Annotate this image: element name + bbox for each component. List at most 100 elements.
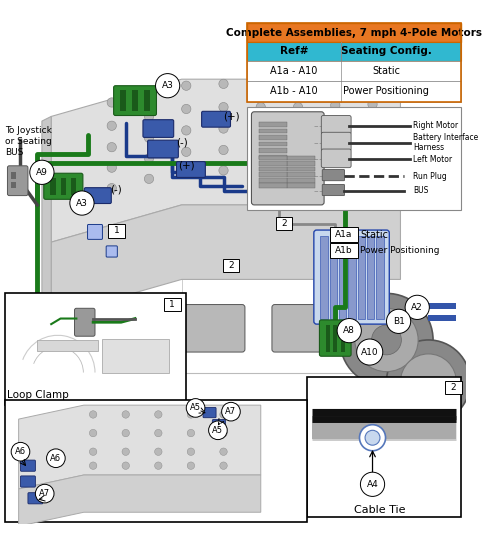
Circle shape: [220, 462, 227, 469]
FancyBboxPatch shape: [247, 81, 461, 102]
Text: Cable Tie: Cable Tie: [354, 506, 406, 515]
Circle shape: [11, 443, 30, 461]
Bar: [376, 236, 384, 319]
Circle shape: [144, 174, 154, 184]
Circle shape: [330, 100, 340, 110]
Bar: [330, 236, 337, 319]
Circle shape: [32, 328, 102, 399]
Circle shape: [154, 430, 162, 437]
FancyBboxPatch shape: [20, 460, 36, 471]
Text: A7: A7: [39, 489, 50, 498]
Circle shape: [340, 293, 433, 387]
Circle shape: [220, 411, 227, 418]
Text: A9: A9: [36, 168, 48, 177]
FancyBboxPatch shape: [184, 305, 245, 352]
FancyBboxPatch shape: [88, 224, 102, 239]
FancyBboxPatch shape: [276, 217, 292, 230]
Polygon shape: [18, 405, 261, 489]
Bar: [259, 161, 287, 166]
Bar: [358, 236, 365, 319]
Circle shape: [330, 122, 340, 131]
Circle shape: [256, 124, 266, 133]
Circle shape: [107, 98, 117, 107]
Circle shape: [187, 448, 194, 456]
FancyBboxPatch shape: [20, 476, 36, 487]
Text: A6: A6: [50, 454, 62, 463]
Bar: [367, 236, 374, 319]
Text: Seating Config.: Seating Config.: [340, 46, 432, 56]
Text: A3: A3: [76, 199, 88, 207]
Bar: [287, 161, 315, 166]
Circle shape: [122, 411, 130, 418]
Text: Run Plug: Run Plug: [414, 172, 447, 180]
Text: Loop Clamp: Loop Clamp: [8, 390, 69, 401]
Circle shape: [360, 472, 384, 496]
Polygon shape: [18, 475, 261, 526]
Circle shape: [144, 89, 154, 98]
FancyBboxPatch shape: [314, 230, 390, 324]
Circle shape: [276, 188, 291, 203]
Text: Right Motor: Right Motor: [414, 121, 459, 130]
Bar: [71, 178, 76, 195]
Circle shape: [187, 430, 194, 437]
Circle shape: [294, 146, 302, 155]
FancyBboxPatch shape: [143, 119, 174, 137]
Bar: [428, 302, 456, 309]
Bar: [259, 148, 287, 153]
Circle shape: [182, 104, 191, 113]
Circle shape: [372, 325, 402, 355]
Text: A1b - A10: A1b - A10: [270, 86, 318, 96]
FancyBboxPatch shape: [108, 224, 125, 237]
Bar: [287, 167, 315, 172]
Circle shape: [386, 309, 410, 333]
Circle shape: [144, 112, 154, 121]
Circle shape: [294, 103, 302, 112]
Circle shape: [355, 308, 418, 371]
Bar: [60, 178, 66, 195]
Text: A1a: A1a: [335, 230, 352, 239]
Bar: [259, 129, 287, 133]
FancyBboxPatch shape: [148, 140, 178, 158]
FancyBboxPatch shape: [247, 42, 461, 61]
Circle shape: [122, 430, 130, 437]
Circle shape: [219, 166, 228, 175]
Circle shape: [154, 448, 162, 456]
FancyBboxPatch shape: [330, 243, 357, 258]
Text: A6: A6: [15, 447, 26, 456]
Bar: [259, 178, 287, 182]
Circle shape: [187, 411, 194, 418]
Bar: [259, 172, 287, 177]
Circle shape: [294, 79, 302, 89]
Text: A2: A2: [412, 303, 423, 312]
Polygon shape: [42, 116, 51, 326]
Bar: [259, 167, 287, 172]
Circle shape: [256, 79, 266, 89]
Text: A7: A7: [226, 407, 236, 416]
Bar: [11, 172, 16, 179]
Bar: [144, 90, 150, 111]
Circle shape: [70, 191, 94, 215]
Circle shape: [368, 100, 377, 109]
FancyBboxPatch shape: [28, 493, 43, 504]
FancyBboxPatch shape: [322, 132, 351, 151]
Circle shape: [330, 77, 340, 87]
Circle shape: [144, 154, 154, 163]
FancyBboxPatch shape: [8, 166, 28, 195]
Text: 2: 2: [450, 383, 456, 392]
Bar: [339, 236, 346, 319]
Circle shape: [46, 449, 65, 468]
Text: (+): (+): [178, 161, 194, 171]
FancyBboxPatch shape: [74, 308, 95, 336]
Circle shape: [156, 74, 180, 98]
Circle shape: [90, 411, 97, 418]
Text: A1a - A10: A1a - A10: [270, 66, 318, 76]
Bar: [287, 178, 315, 182]
FancyBboxPatch shape: [114, 86, 156, 116]
Polygon shape: [51, 205, 401, 317]
Circle shape: [400, 354, 456, 410]
Circle shape: [154, 411, 162, 418]
Text: A5: A5: [212, 426, 224, 435]
Text: A10: A10: [361, 348, 378, 357]
Bar: [11, 181, 16, 188]
FancyBboxPatch shape: [4, 293, 186, 405]
